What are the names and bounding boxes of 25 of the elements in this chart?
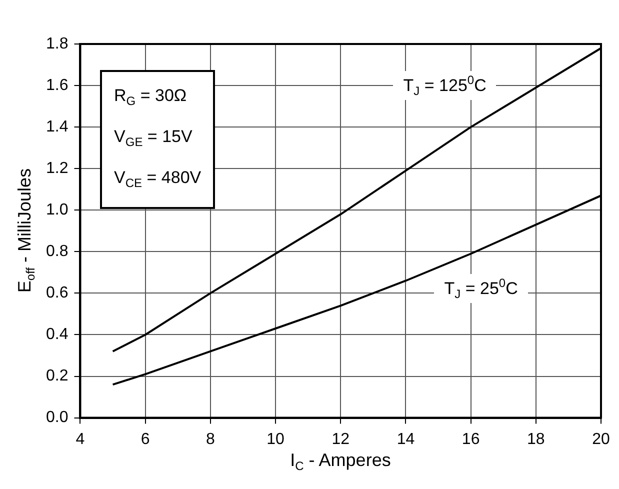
y-tick-label: 1.6 bbox=[46, 76, 68, 94]
x-tick-label: 16 bbox=[462, 430, 480, 448]
x-axis-title: I$_{C}$ - Amperes bbox=[290, 450, 391, 473]
y-tick-label: 1.4 bbox=[46, 118, 68, 136]
y-tick-label: 1.0 bbox=[46, 202, 68, 219]
series-label: T$_{J}$ = 25$^{0}$C bbox=[434, 274, 528, 304]
x-tick-label: 4 bbox=[76, 430, 85, 448]
y-tick-label: 0.0 bbox=[46, 409, 68, 426]
y-tick-label: 1.2 bbox=[46, 160, 68, 178]
y-tick-label: 1.8 bbox=[46, 35, 68, 52]
annotation: V$_{GE}$ = 15V bbox=[114, 126, 194, 152]
y-tick-label: 0.4 bbox=[46, 326, 68, 344]
y-tick-label: 0.8 bbox=[46, 243, 68, 260]
annotation: V$_{CE}$ = 480V bbox=[114, 167, 202, 192]
annotation: R$_{G}$ = 30Ω bbox=[114, 85, 188, 110]
x-tick-label: 20 bbox=[592, 430, 610, 448]
x-tick-label: 10 bbox=[266, 430, 285, 448]
x-tick-label: 18 bbox=[527, 430, 545, 448]
x-tick-label: 8 bbox=[206, 430, 215, 448]
x-tick-label: 14 bbox=[396, 430, 415, 448]
series-label: T$_{J}$ = 125$^{0}$C bbox=[393, 70, 496, 100]
x-tick-label: 12 bbox=[332, 430, 350, 448]
y-tick-label: 0.2 bbox=[46, 368, 68, 385]
x-tick-label: 6 bbox=[140, 430, 150, 448]
y-tick-label: 0.6 bbox=[46, 284, 68, 302]
